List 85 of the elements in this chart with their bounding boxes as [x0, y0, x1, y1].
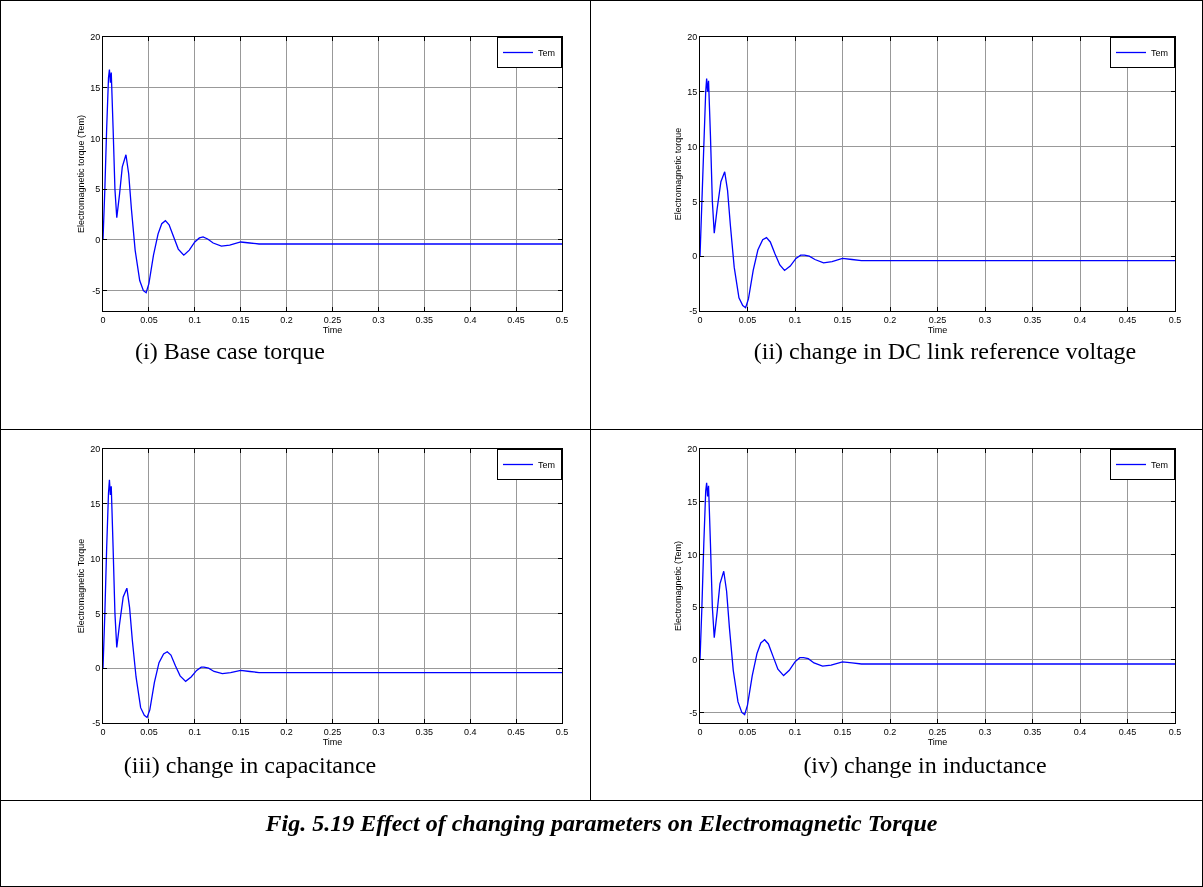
x-axis-title: Time — [927, 324, 948, 335]
x-tick-label: 0.4 — [1073, 314, 1087, 325]
y-tick-label: 20 — [687, 32, 698, 43]
y-tick-label: 10 — [90, 133, 101, 144]
y-tick-label: 15 — [90, 498, 101, 509]
x-tick-label: 0.15 — [231, 314, 250, 325]
y-tick-label: 5 — [95, 184, 101, 195]
x-tick-label: 0.05 — [140, 314, 158, 325]
x-tick-label: 0.05 — [738, 726, 757, 737]
x-tick-label: 0.2 — [280, 726, 293, 737]
legend-label: Tem — [538, 460, 556, 471]
text: (iv) change in inductance — [802, 752, 1048, 779]
x-tick-label: 0.5 — [1168, 314, 1182, 325]
x-tick-label: 0.45 — [1118, 726, 1137, 737]
x-tick-label: 0.45 — [507, 726, 525, 737]
x-tick-label: 0.3 — [978, 314, 992, 325]
x-tick-label: 0.3 — [372, 726, 385, 737]
y-tick-label: 5 — [692, 196, 698, 207]
x-tick-label: 0.15 — [833, 726, 852, 737]
y-tick-label: 0 — [692, 654, 698, 665]
x-tick-label: 0.35 — [1023, 314, 1042, 325]
text: (iii) change in capacitance — [122, 752, 378, 779]
x-tick-label: 0.5 — [1168, 726, 1182, 737]
x-tick-label: 0.4 — [463, 314, 477, 325]
x-tick-label: 0.05 — [738, 314, 757, 325]
y-tick-label: 20 — [90, 32, 101, 43]
x-tick-label: 0.45 — [1118, 314, 1137, 325]
y-tick-label: -5 — [92, 285, 101, 296]
x-tick-label: 0.05 — [140, 726, 158, 737]
x-tick-label: 0.4 — [1073, 726, 1087, 737]
x-axis-title: Time — [322, 736, 343, 747]
line-series — [700, 78, 1175, 309]
x-tick-label: 0.1 — [788, 314, 802, 325]
y-tick-label: -5 — [92, 718, 101, 729]
x-tick-label: 0.25 — [323, 726, 342, 737]
caption: Fig. 5.19 Effect of changing parameters on Electromagnetic Torque — [264, 810, 939, 837]
y-tick-label: 15 — [687, 496, 698, 507]
x-axis-title: Time — [322, 324, 343, 335]
x-tick-label: 0.1 — [788, 726, 802, 737]
x-tick-label: 0.45 — [507, 314, 525, 325]
x-tick-label: 0.15 — [231, 726, 250, 737]
x-tick-label: 0.1 — [188, 314, 202, 325]
y-tick-label: 15 — [687, 86, 698, 97]
y-tick-label: 20 — [90, 444, 101, 455]
x-tick-label: 0.5 — [555, 726, 569, 737]
x-tick-label: 0.15 — [833, 314, 852, 325]
x-tick-label: 0.25 — [928, 314, 947, 325]
x-tick-label: 0.2 — [280, 314, 293, 325]
legend-label: Tem — [538, 48, 556, 59]
text: (ii) change in DC link reference voltage — [752, 338, 1138, 365]
text: (i) Base case torque — [134, 338, 326, 365]
x-tick-label: 0.35 — [415, 314, 434, 325]
x-tick-label: 0.4 — [463, 726, 477, 737]
line-series — [700, 482, 1175, 716]
x-tick-label: 0.3 — [372, 314, 385, 325]
y-tick-label: 5 — [692, 602, 698, 613]
y-tick-label: 0 — [692, 251, 698, 262]
y-tick-label: 5 — [95, 608, 101, 619]
y-tick-label: 15 — [90, 82, 101, 93]
line-series — [103, 68, 562, 294]
x-tick-label: 0.35 — [415, 726, 434, 737]
y-tick-label: -5 — [689, 306, 698, 317]
x-tick-label: 0.1 — [188, 726, 202, 737]
x-axis-title: Time — [927, 736, 948, 747]
x-tick-label: 0.2 — [883, 314, 897, 325]
y-axis-title: Electromagnetic (Tem) — [672, 540, 683, 632]
y-tick-label: 0 — [95, 663, 101, 674]
x-tick-label: 0.35 — [1023, 726, 1042, 737]
y-tick-label: 10 — [687, 549, 698, 560]
x-tick-label: 0.25 — [928, 726, 947, 737]
y-axis-title: Electromagnetic Torque — [75, 538, 86, 634]
y-tick-label: 20 — [687, 444, 698, 455]
x-tick-label: 0.5 — [555, 314, 569, 325]
legend-label: Tem — [1151, 48, 1169, 59]
line-series — [103, 479, 562, 719]
legend-label: Tem — [1151, 460, 1169, 471]
y-tick-label: -5 — [689, 707, 698, 718]
x-tick-label: 0.25 — [323, 314, 342, 325]
y-tick-label: 10 — [90, 553, 101, 564]
y-axis-title: Electromagnetic torque (Tem) — [75, 114, 86, 234]
y-tick-label: 10 — [687, 141, 698, 152]
y-tick-label: 0 — [95, 235, 101, 246]
x-tick-label: 0.2 — [883, 726, 897, 737]
x-tick-label: 0.3 — [978, 726, 992, 737]
y-axis-title: Electromagnetic torque — [672, 127, 683, 221]
